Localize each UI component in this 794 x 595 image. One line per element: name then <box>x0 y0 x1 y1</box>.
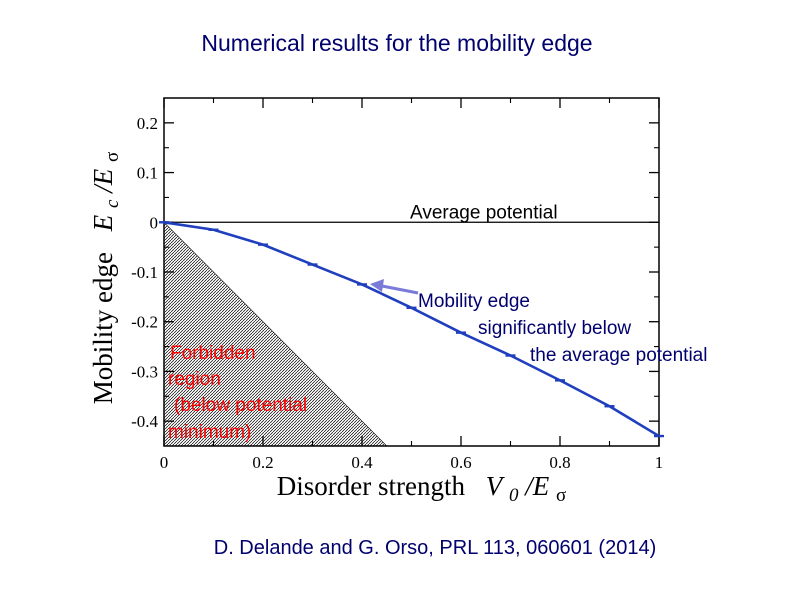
x-tick-label: 0.4 <box>351 453 373 472</box>
x-tick-label: 0.8 <box>549 453 570 472</box>
y-axis-label: Mobility edge E c /E σ <box>88 152 124 404</box>
x-tick-label: 1 <box>655 453 664 472</box>
y-tick-label: -0.3 <box>131 362 158 381</box>
x-tick-label: 0.2 <box>252 453 273 472</box>
y-tick-label: -0.2 <box>131 313 158 332</box>
average-potential-label: Average potential <box>410 202 558 223</box>
forbidden-line-4: minimum) <box>168 422 251 443</box>
y-tick-label: -0.4 <box>131 412 158 431</box>
forbidden-line-3: (below potential <box>174 395 307 416</box>
x-tick-label: 0.6 <box>450 453 471 472</box>
y-tick-label: 0 <box>150 213 159 232</box>
x-axis-label-subscript: 0 <box>509 485 519 506</box>
y-tick-label: -0.1 <box>131 263 158 282</box>
forbidden-region-annotation: Forbidden region (below potential minimu… <box>168 343 312 443</box>
x-axis-label: Disorder strength V 0 /E σ <box>277 471 566 507</box>
forbidden-line-1: Forbidden <box>170 343 256 364</box>
x-axis-label-text: Disorder strength <box>277 471 466 501</box>
mobility-edge-arrow <box>381 284 419 295</box>
mobility-edge-annotation: Mobility edge significantly below the av… <box>418 291 707 366</box>
y-tick-label: 0.2 <box>137 114 158 133</box>
mobility-edge-line-1: Mobility edge <box>418 291 530 312</box>
x-axis-label-slash: /E <box>523 471 550 501</box>
slide-title: Numerical results for the mobility edge <box>201 30 593 56</box>
mobility-edge-line-2: significantly below <box>478 318 631 339</box>
citation: D. Delande and G. Orso, PRL 113, 060601 … <box>213 537 657 559</box>
forbidden-line-2: region <box>168 369 221 390</box>
y-axis-label-subscript: c <box>102 199 123 208</box>
x-axis-label-sigma: σ <box>556 485 566 506</box>
y-axis-label-sigma: σ <box>102 152 123 162</box>
y-tick-label: 0.1 <box>137 164 158 183</box>
x-axis-label-symbol: V <box>486 471 506 501</box>
y-axis-label-text: Mobility edge <box>88 252 118 404</box>
mobility-edge-line-3: the average potential <box>530 345 707 366</box>
y-axis-label-symbol: E <box>88 214 118 232</box>
x-tick-label: 0 <box>160 453 169 472</box>
y-axis-label-slash: /E <box>88 168 118 195</box>
mobility-edge-arrowhead <box>370 279 384 292</box>
